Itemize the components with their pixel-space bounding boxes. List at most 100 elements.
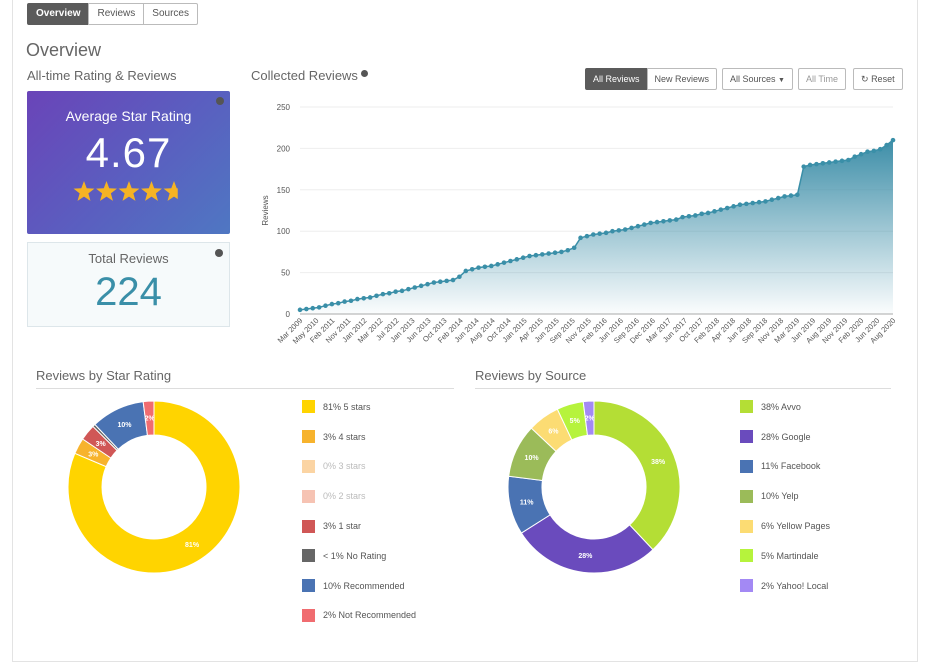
data-point[interactable] bbox=[839, 158, 845, 164]
data-point[interactable] bbox=[693, 213, 698, 218]
legend-item[interactable]: 10% Yelp bbox=[740, 481, 830, 511]
data-point[interactable] bbox=[450, 277, 456, 283]
data-point[interactable] bbox=[871, 148, 877, 154]
data-point[interactable] bbox=[782, 194, 787, 199]
data-point[interactable] bbox=[616, 228, 622, 233]
legend-item[interactable]: 5% Martindale bbox=[740, 541, 830, 571]
donut-slice[interactable] bbox=[67, 400, 241, 574]
data-point[interactable] bbox=[629, 225, 634, 231]
data-point[interactable] bbox=[801, 164, 807, 169]
data-point[interactable] bbox=[374, 293, 379, 299]
data-point[interactable] bbox=[642, 222, 647, 227]
data-point[interactable] bbox=[597, 231, 602, 236]
data-point[interactable] bbox=[514, 257, 520, 262]
data-point[interactable] bbox=[463, 268, 469, 274]
data-point[interactable] bbox=[788, 193, 794, 198]
info-icon[interactable] bbox=[215, 249, 223, 257]
legend-item[interactable]: 0% 3 stars bbox=[302, 452, 416, 482]
data-point[interactable] bbox=[380, 291, 386, 297]
data-point[interactable] bbox=[603, 230, 609, 236]
legend-item[interactable]: 10% Recommended bbox=[302, 571, 416, 601]
legend-item[interactable]: 81% 5 stars bbox=[302, 392, 416, 422]
data-point[interactable] bbox=[877, 146, 883, 152]
legend-item[interactable]: 0% 2 stars bbox=[302, 481, 416, 511]
data-point[interactable] bbox=[718, 207, 724, 212]
data-point[interactable] bbox=[591, 232, 596, 237]
data-point[interactable] bbox=[540, 252, 545, 257]
data-point[interactable] bbox=[846, 157, 851, 163]
data-point[interactable] bbox=[457, 274, 462, 280]
data-point[interactable] bbox=[635, 223, 641, 229]
data-point[interactable] bbox=[399, 288, 405, 294]
data-point[interactable] bbox=[546, 251, 551, 256]
data-point[interactable] bbox=[571, 245, 577, 251]
data-point[interactable] bbox=[584, 233, 590, 239]
data-point[interactable] bbox=[795, 192, 800, 198]
tab-overview[interactable]: Overview bbox=[27, 3, 90, 25]
new-reviews-button[interactable]: New Reviews bbox=[646, 68, 718, 90]
data-point[interactable] bbox=[355, 296, 360, 302]
data-point[interactable] bbox=[673, 217, 679, 222]
all-reviews-button[interactable]: All Reviews bbox=[585, 68, 648, 90]
data-point[interactable] bbox=[712, 209, 717, 214]
data-point[interactable] bbox=[527, 253, 532, 259]
data-point[interactable] bbox=[833, 159, 838, 164]
data-point[interactable] bbox=[412, 285, 418, 290]
data-point[interactable] bbox=[686, 213, 692, 219]
donut-slice[interactable] bbox=[142, 400, 155, 436]
data-point[interactable] bbox=[297, 307, 303, 313]
data-point[interactable] bbox=[437, 279, 443, 285]
data-point[interactable] bbox=[705, 210, 711, 216]
data-point[interactable] bbox=[476, 265, 481, 270]
data-point[interactable] bbox=[744, 201, 749, 207]
data-point[interactable] bbox=[520, 255, 526, 260]
data-point[interactable] bbox=[750, 200, 756, 206]
data-point[interactable] bbox=[482, 264, 488, 270]
donut-slice[interactable] bbox=[593, 400, 681, 551]
data-point[interactable] bbox=[367, 295, 373, 300]
data-point[interactable] bbox=[731, 204, 736, 209]
data-point[interactable] bbox=[559, 249, 564, 255]
data-point[interactable] bbox=[431, 280, 437, 285]
data-point[interactable] bbox=[826, 160, 832, 165]
data-point[interactable] bbox=[667, 218, 673, 223]
legend-item[interactable]: 3% 1 star bbox=[302, 511, 416, 541]
data-point[interactable] bbox=[661, 218, 666, 224]
data-point[interactable] bbox=[552, 250, 558, 256]
data-point[interactable] bbox=[361, 295, 367, 301]
all-time-button[interactable]: All Time bbox=[798, 68, 847, 90]
data-point[interactable] bbox=[565, 247, 571, 253]
legend-item[interactable]: < 1% No Rating bbox=[302, 541, 416, 571]
data-point[interactable] bbox=[648, 220, 653, 226]
reset-button[interactable]: ↻ Reset bbox=[853, 68, 903, 90]
data-point[interactable] bbox=[533, 252, 539, 258]
data-point[interactable] bbox=[807, 162, 813, 168]
data-point[interactable] bbox=[386, 291, 392, 296]
data-point[interactable] bbox=[316, 305, 322, 310]
legend-item[interactable]: 28% Google bbox=[740, 422, 830, 452]
data-point[interactable] bbox=[578, 235, 583, 241]
info-icon[interactable] bbox=[216, 97, 224, 105]
data-point[interactable] bbox=[393, 289, 398, 294]
data-point[interactable] bbox=[865, 149, 870, 155]
legend-item[interactable]: 11% Facebook bbox=[740, 452, 830, 482]
data-point[interactable] bbox=[756, 199, 762, 205]
tab-reviews[interactable]: Reviews bbox=[88, 3, 145, 25]
data-point[interactable] bbox=[769, 197, 775, 203]
data-point[interactable] bbox=[444, 278, 449, 284]
data-point[interactable] bbox=[495, 262, 500, 267]
data-point[interactable] bbox=[724, 205, 730, 211]
data-point[interactable] bbox=[775, 195, 781, 201]
donut-slice[interactable] bbox=[582, 400, 595, 436]
data-point[interactable] bbox=[335, 300, 341, 306]
data-point[interactable] bbox=[501, 260, 507, 265]
legend-item[interactable]: 6% Yellow Pages bbox=[740, 511, 830, 541]
data-point[interactable] bbox=[858, 151, 864, 157]
legend-item[interactable]: 2% Not Recommended bbox=[302, 601, 416, 631]
data-point[interactable] bbox=[323, 303, 328, 309]
data-point[interactable] bbox=[610, 228, 615, 234]
data-point[interactable] bbox=[820, 161, 826, 166]
data-point[interactable] bbox=[814, 161, 819, 167]
data-point[interactable] bbox=[329, 301, 335, 307]
legend-item[interactable]: 38% Avvo bbox=[740, 392, 830, 422]
